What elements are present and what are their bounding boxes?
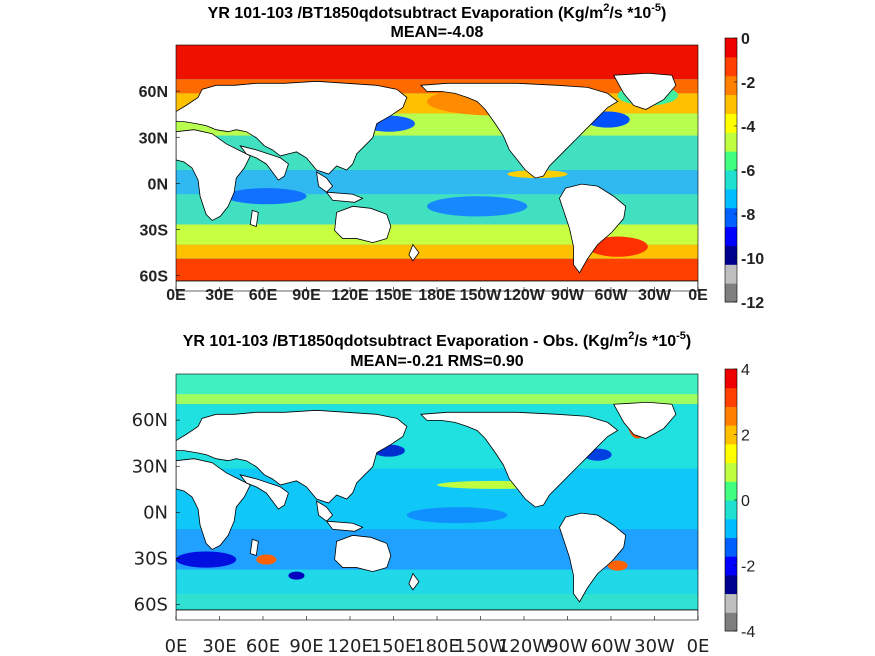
panel-2-field [176,374,698,620]
y-tick-label: 30S [134,549,168,570]
colorbar-segment [725,369,737,389]
colorbar-tick-label: -2 [741,559,755,576]
colorbar-tick-label: -4 [741,119,755,136]
panel-1-field [176,45,698,291]
colorbar-segment [725,75,737,96]
x-tick-label: 30W [634,636,675,656]
panel-1-x-axis: 0E 30E 60E 90E 120E 150E 180E 150W 120W 90W 60W 30W… [166,287,708,304]
colorbar-segment [725,443,737,464]
x-tick-label: 180E [414,636,460,656]
colorbar-segment [725,462,737,482]
x-tick-label: 0E [687,636,710,656]
x-tick-label: 60W [595,287,629,304]
panel-2-y-axis: 60N 30N 0N 30S 60S [132,410,180,616]
x-tick-label: 90E [289,636,323,656]
y-tick-label: 0N [148,176,168,193]
colorbar-tick-label: -10 [741,251,764,268]
colorbar-segment [725,264,737,284]
colorbar-segment [725,406,737,426]
colorbar-tick-label: -6 [741,163,755,180]
colorbar-tick-label: 0 [741,31,750,48]
y-tick-label: 60N [139,84,168,101]
colorbar-segment [725,226,737,246]
colorbar-segment [725,56,737,77]
x-tick-label: 0E [165,636,188,656]
panel-2-colorbar: 4 2 0 -2 -4 [724,362,755,641]
y-tick-label: 0N [143,502,168,523]
panel-2-title: YR 101-103 /BT1850qdotsubtract Evaporati… [183,330,691,350]
x-tick-label: 60W [591,636,632,656]
colorbar-segment [725,113,737,133]
x-tick-label: 120W [503,287,546,304]
colorbar-tick-label: 0 [741,493,750,510]
panel-2: YR 101-103 /BT1850qdotsubtract Evaporati… [132,330,756,656]
x-tick-label: 90W [547,636,588,656]
colorbar-tick-label: -2 [741,75,755,92]
x-tick-label: 30W [638,287,672,304]
panel-2-map [175,373,699,621]
x-tick-label: 150E [375,287,413,304]
y-tick-label: 30S [140,223,169,240]
panel-1-title: YR 101-103 /BT1850qdotsubtract Evaporati… [208,2,667,22]
panel-2-subtitle: MEAN=-0.21 RMS=0.90 [350,353,524,370]
x-tick-label: 150W [460,287,503,304]
colorbar-segment [725,151,737,171]
colorbar-segment [725,537,737,557]
x-tick-label: 90E [292,287,321,304]
colorbar-tick-label: 2 [741,428,750,445]
colorbar-segment [725,245,737,265]
colorbar-segment [725,574,737,595]
colorbar-segment [725,425,737,445]
panel-1-map [175,44,699,292]
y-tick-label: 30N [139,130,168,147]
x-tick-label: 0E [688,287,708,304]
panel-1-y-axis: 60N 30N 0N 30S 60S [139,84,180,286]
x-tick-label: 30E [205,287,234,304]
x-tick-label: 150W [454,636,506,656]
colorbar-segment [725,132,737,152]
colorbar-segment [725,387,737,407]
y-tick-label: 60S [134,595,168,616]
colorbar-segment [725,481,737,501]
colorbar-tick-label: -4 [741,624,755,641]
colorbar-segment [725,38,737,58]
x-tick-label: 30E [202,636,236,656]
x-tick-label: 120W [498,636,550,656]
y-tick-label: 60S [140,269,169,286]
panel-1: YR 101-103 /BT1850qdotsubtract Evaporati… [139,2,765,312]
colorbar-segment [725,518,737,538]
x-tick-label: 90W [551,287,585,304]
colorbar-segment [725,94,737,114]
colorbar-tick-label: 4 [741,362,750,379]
x-tick-label: 0E [166,287,186,304]
x-tick-label: 120E [327,636,373,656]
x-tick-label: 180E [418,287,456,304]
colorbar-tick-label: -12 [741,295,764,312]
x-tick-label: 150E [371,636,417,656]
colorbar-segment [725,170,737,190]
colorbar-segment [725,556,737,576]
colorbar-segment [725,593,737,613]
colorbar-segment [725,188,737,209]
colorbar-segment [725,283,737,303]
panel-1-subtitle: MEAN=-4.08 [391,24,484,41]
panel-1-colorbar: 0 -2 -4 -6 -8 -10 -12 [724,31,764,312]
y-tick-label: 30N [132,456,168,477]
colorbar-tick-label: -8 [741,207,755,224]
x-tick-label: 120E [331,287,369,304]
x-tick-label: 60E [249,287,278,304]
colorbar-segment [725,500,737,520]
colorbar-segment [725,612,737,632]
x-tick-label: 60E [246,636,280,656]
colorbar-segment [725,207,737,228]
y-tick-label: 60N [132,410,168,431]
